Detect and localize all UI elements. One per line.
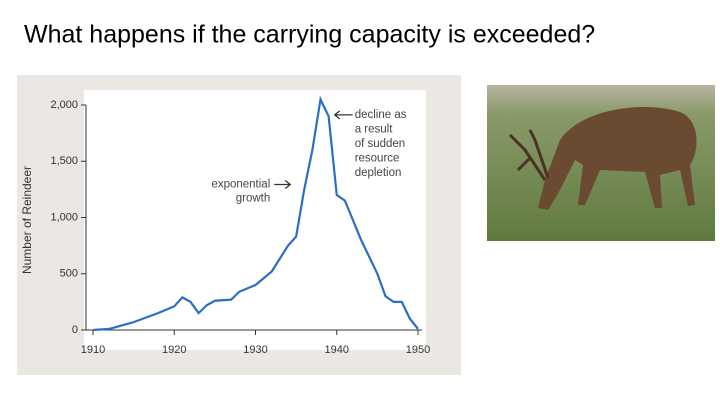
y-tick-label: 1,500	[50, 155, 78, 167]
annotation-text: of sudden	[355, 138, 406, 150]
x-tick-label: 1920	[162, 344, 186, 356]
x-tick-label: 1910	[81, 344, 105, 356]
y-axis-label: Number of Reindeer	[20, 166, 34, 274]
annotation-arrow	[333, 110, 353, 120]
x-tick-label: 1940	[325, 344, 349, 356]
y-tick-label: 1,000	[50, 211, 78, 223]
x-tick-label: 1930	[243, 344, 267, 356]
annotation-text: decline as	[355, 109, 407, 121]
y-tick-label: 2,000	[50, 99, 78, 111]
annotation-text: depletion	[355, 167, 402, 179]
annotation-text: a result	[355, 123, 394, 135]
plot-area	[84, 90, 426, 350]
annotation-text: growth	[236, 193, 271, 205]
photo	[487, 85, 715, 241]
data-line	[92, 95, 419, 332]
annotation-text: exponential	[211, 179, 270, 191]
y-tick-label: 500	[60, 268, 78, 280]
chart: 0 500 1,000 1,500 2,000 1910 1920 1930 1940 1950 e…	[50, 95, 430, 356]
annotation-text: resource	[355, 152, 400, 164]
annotation-arrow	[274, 179, 292, 190]
y-tick-label: 0	[72, 324, 78, 336]
slide-title: What happens if the carrying capacity is…	[24, 21, 595, 49]
x-tick-label: 1950	[406, 344, 430, 356]
